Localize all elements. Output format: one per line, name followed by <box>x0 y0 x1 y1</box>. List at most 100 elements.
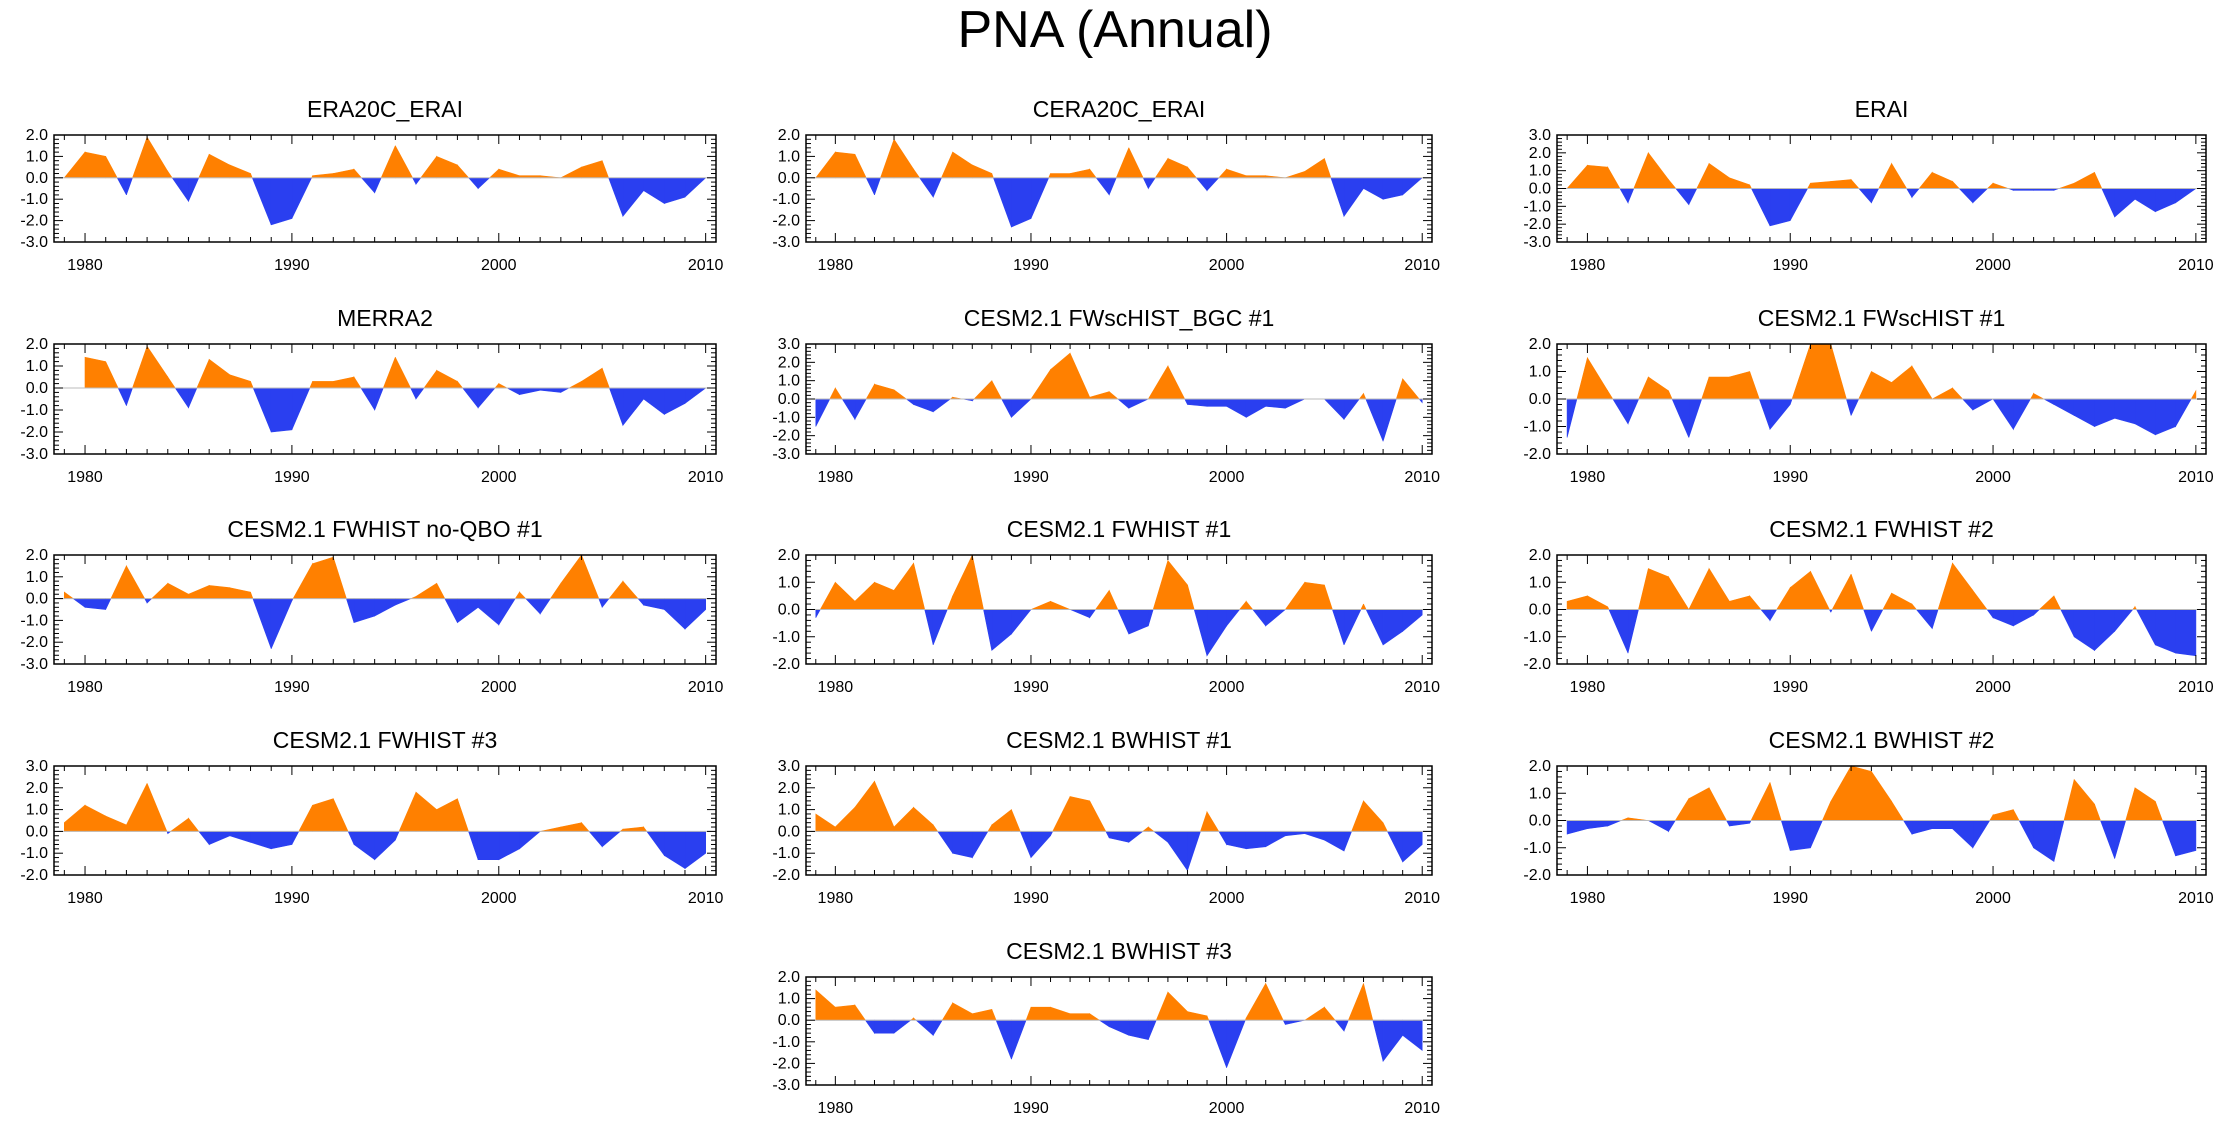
area-segment <box>410 387 417 400</box>
area-segment <box>540 826 562 832</box>
area-segment <box>663 387 686 415</box>
area-segment <box>1167 991 1188 1021</box>
area-segment <box>946 595 954 610</box>
area-segment <box>1992 609 2014 627</box>
area-segment <box>1726 820 1730 827</box>
area-segment <box>1347 983 1364 1021</box>
area-segment <box>132 136 148 179</box>
area-segment <box>622 177 644 218</box>
area-segment <box>991 609 1012 652</box>
area-segment <box>1972 820 1991 849</box>
panel-13: CESM2.1 BWHIST #3 2.0 1.0 0.0 -1.0 -2.0 -3.0 19… <box>772 938 1440 1117</box>
y-tick-label: -1.0 <box>20 402 48 419</box>
y-tick-label: -2.0 <box>772 1055 800 1072</box>
area-segment <box>1167 158 1188 179</box>
area-segment <box>1245 831 1266 850</box>
y-tick-label: -2.0 <box>20 424 48 441</box>
area-segment <box>477 598 500 626</box>
area-segment <box>2114 820 2127 859</box>
area-segment <box>1030 600 1051 610</box>
area-segment <box>991 380 1003 400</box>
panel-4: MERRA2 2.0 1.0 0.0 -1.0 -2.0 -3.0 1980 1990 2000 2… <box>20 305 723 486</box>
area-segment <box>1363 800 1384 832</box>
area-segment <box>229 164 251 179</box>
area-segment <box>270 387 293 433</box>
area-segment <box>477 177 491 190</box>
area-segment <box>312 556 334 599</box>
y-tick-label: 2.0 <box>778 969 800 986</box>
area-segment <box>1030 177 1050 219</box>
panel-12: CESM2.1 BWHIST #2 2.0 1.0 0.0 -1.0 -2.0 1980 19… <box>1523 727 2213 907</box>
area-segment <box>1187 1011 1208 1021</box>
area-segment <box>1304 831 1325 841</box>
area-segment <box>2175 609 2197 657</box>
area-segment <box>2114 398 2136 425</box>
y-tick-label: 2.0 <box>778 780 800 797</box>
area-segment <box>601 368 610 389</box>
area-segment <box>1030 1006 1051 1021</box>
area-segment <box>415 582 438 599</box>
area-segment <box>622 387 644 427</box>
y-tick-label: 1.0 <box>26 358 48 375</box>
y-tick-label: -3.0 <box>772 1077 800 1094</box>
area-segment <box>1155 991 1169 1021</box>
area-segment <box>622 826 644 832</box>
area-segment <box>1245 982 1266 1021</box>
area-segment <box>854 581 875 610</box>
area-segment <box>1245 600 1254 610</box>
area-segment <box>298 805 313 832</box>
area-segment <box>229 831 251 843</box>
area-segment <box>1382 398 1397 442</box>
area-segment <box>1030 831 1051 859</box>
y-tick-label: -3.0 <box>1523 234 1551 251</box>
area-segment <box>1863 609 1872 632</box>
area-segment <box>1363 603 1367 610</box>
area-segment <box>1331 609 1345 645</box>
area-segment <box>637 598 644 606</box>
area-segment <box>643 598 665 610</box>
area-segment <box>1025 1007 1032 1021</box>
area-segment <box>1128 398 1149 409</box>
area-segment <box>457 164 470 179</box>
area-segment <box>1011 1019 1027 1060</box>
area-segment <box>905 398 914 406</box>
y-tick-label: 2.0 <box>1529 336 1551 353</box>
y-tick-label: 0.0 <box>26 380 48 397</box>
area-segment <box>581 160 603 179</box>
area-segment <box>1206 177 1220 192</box>
area-segment <box>684 831 707 870</box>
area-segment <box>2029 392 2034 400</box>
area-segment <box>893 389 908 400</box>
area-segment <box>1285 170 1306 179</box>
area-segment <box>519 831 542 850</box>
y-tick-label: -1.0 <box>20 845 48 862</box>
area-segment <box>229 587 251 599</box>
y-tick-label: 0.0 <box>26 823 48 840</box>
y-tick-label: -1.0 <box>772 409 800 426</box>
area-segment <box>1117 609 1130 635</box>
area-segment <box>2053 820 2065 862</box>
area-segment <box>1402 1019 1423 1052</box>
area-segment <box>1206 810 1220 832</box>
x-tick-label: 1990 <box>1013 257 1049 274</box>
area-segment <box>63 151 86 179</box>
area-segment <box>952 831 973 858</box>
area-segment <box>560 822 582 832</box>
area-segment <box>519 591 527 599</box>
y-tick-label: 3.0 <box>778 336 800 353</box>
area-segment <box>1069 168 1090 179</box>
area-segment <box>412 177 417 185</box>
area-segment <box>1187 831 1201 871</box>
y-tick-label: 0.0 <box>1529 602 1551 619</box>
area-segment <box>971 554 984 610</box>
y-tick-label: 2.0 <box>1529 145 1551 162</box>
area-segment <box>1871 370 1892 400</box>
x-tick-label: 1980 <box>1570 257 1606 274</box>
area-segment <box>270 598 293 649</box>
x-tick-label: 2000 <box>1209 469 1245 486</box>
y-tick-label: 0.0 <box>778 823 800 840</box>
area-segment <box>105 598 112 610</box>
area-segment <box>1108 831 1130 843</box>
area-segment <box>250 173 253 179</box>
area-segment <box>1395 378 1403 400</box>
